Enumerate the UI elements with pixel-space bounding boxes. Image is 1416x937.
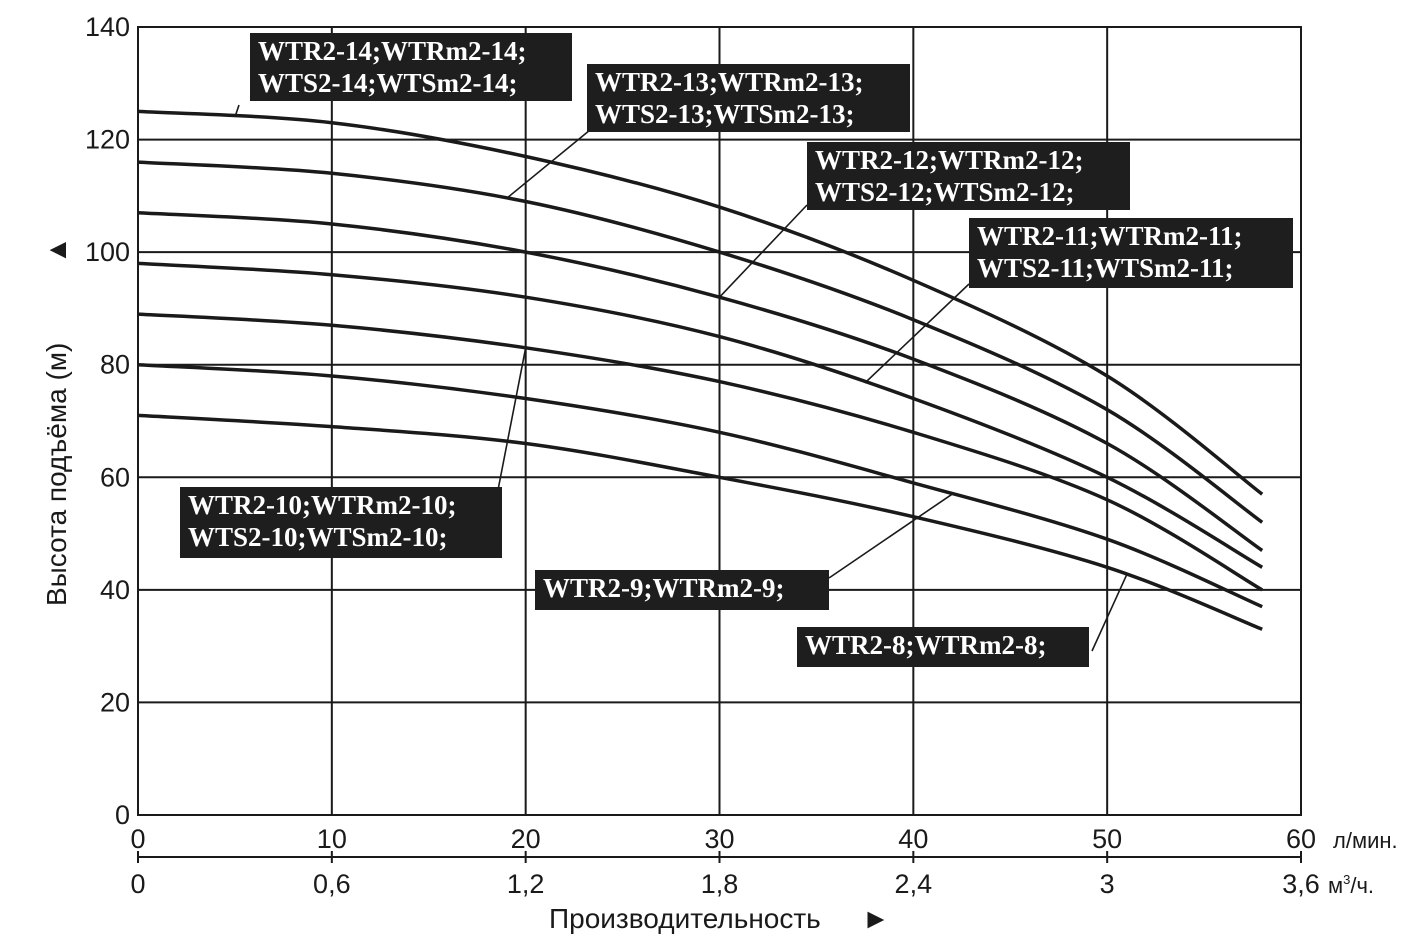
y-tick-label: 20 [100,687,130,717]
x-tick-label: 40 [898,824,928,854]
series-label-wtr2-14: WTR2-14;WTRm2-14;WTS2-14;WTSm2-14; [250,33,572,101]
x2-unit-sup: 3 [1343,872,1350,887]
x-axis-title: Производительность ► [549,903,890,934]
series-curve-wtr2-13 [137,160,1264,524]
x-axis-ticks: 0 10 20 30 40 50 60 [130,824,1316,854]
label-leader-line [505,129,591,200]
y-axis-title-text: Высота подъёма (м) [41,343,72,606]
series-label-box [797,627,1089,667]
y-tick-label: 0 [115,800,130,830]
plot-frame [137,26,1302,816]
series-label-text: WTR2-9;WTRm2-9; [543,573,784,603]
x-axis-unit: л/мин. [1333,828,1398,853]
series-label-text: WTR2-13;WTRm2-13; [595,67,863,97]
series-label-text: WTR2-8;WTRm2-8; [805,630,1046,660]
y-tick-label: 40 [100,575,130,605]
series-label-wtr2-9: WTR2-9;WTRm2-9; [535,570,829,610]
y-axis-title-arrow: ▲ [41,236,72,264]
label-leader-line [828,493,953,579]
y-axis-ticks: 0 20 40 60 80 100 120 140 [85,12,130,830]
series-layer [137,109,1264,631]
series-curve-wtr2-11 [137,261,1264,569]
x2-tick-label: 0 [130,869,145,899]
series-label-text: WTS2-11;WTSm2-11; [977,253,1234,283]
series-label-text: WTR2-10;WTRm2-10; [188,490,456,520]
series-label-wtr2-10: WTR2-10;WTRm2-10;WTS2-10;WTSm2-10; [180,487,502,558]
x2-tick-label: 0,6 [313,869,351,899]
series-labels: WTR2-14;WTRm2-14;WTS2-14;WTSm2-14; WTR2-1… [180,33,1293,667]
x2-tick-label: 1,2 [507,869,545,899]
series-label-text: WTR2-11;WTRm2-11; [977,221,1243,251]
series-label-box [969,218,1293,288]
series-label-box [180,487,502,558]
series-label-text: WTS2-13;WTSm2-13; [595,99,855,129]
series-label-wtr2-13: WTR2-13;WTRm2-13;WTS2-13;WTSm2-13; [587,64,910,132]
series-label-text: WTS2-14;WTSm2-14; [258,68,518,98]
label-leader-line [497,347,527,491]
series-label-text: WTS2-10;WTSm2-10; [188,522,448,552]
series-label-wtr2-11: WTR2-11;WTRm2-11;WTS2-11;WTSm2-11; [969,218,1293,288]
series-curve-wtr2-10 [137,312,1264,592]
x2-tick-label: 3,6 [1282,869,1320,899]
x-tick-label: 10 [317,824,347,854]
series-label-box [807,142,1130,210]
label-leader-line [864,283,970,384]
y-tick-label: 140 [85,12,130,42]
y-tick-label: 60 [100,462,130,492]
series-label-box [250,33,572,101]
x2-tick-label: 1,8 [701,869,739,899]
y-tick-label: 80 [100,350,130,380]
series-curve-wtr2-14 [137,109,1264,496]
series-label-text: WTS2-12;WTSm2-12; [815,177,1075,207]
x-axis-title-text: Производительность [549,903,821,934]
series-curve-wtr2-12 [137,210,1264,552]
series-curve-wtr2-8 [137,413,1263,631]
series-curve-wtr2-9 [137,362,1263,609]
y-tick-label: 100 [85,237,130,267]
y-tick-label: 120 [85,125,130,155]
x2-tick-label: 3 [1100,869,1115,899]
x-tick-label: 0 [130,824,145,854]
series-label-box [535,570,829,610]
y-axis-title: Высота подъёма (м) ▲ [41,236,72,606]
x-tick-label: 20 [511,824,541,854]
x2-tick-label: 2,4 [895,869,933,899]
x2-unit-base: м [1328,873,1343,898]
label-leader-line [718,204,808,298]
series-label-text: WTR2-12;WTRm2-12; [815,145,1083,175]
series-label-box [587,64,910,132]
label-leaders [234,104,1128,652]
secondary-x-axis: 0 0,6 1,2 1,8 2,4 3 3,6 [130,851,1320,899]
series-label-wtr2-12: WTR2-12;WTRm2-12;WTS2-12;WTSm2-12; [807,142,1130,210]
x-tick-label: 30 [704,824,734,854]
x-tick-label: 50 [1092,824,1122,854]
series-label-text: WTR2-14;WTRm2-14; [258,36,526,66]
series-label-wtr2-8: WTR2-8;WTRm2-8; [797,627,1089,667]
x-tick-label: 60 [1286,824,1316,854]
x2-unit-tail: /ч. [1350,873,1374,898]
label-leader-line [1091,574,1128,652]
label-leader-line [234,104,240,118]
x2-axis-unit: м3/ч. [1328,872,1374,898]
x-axis-title-arrow: ► [862,903,890,934]
